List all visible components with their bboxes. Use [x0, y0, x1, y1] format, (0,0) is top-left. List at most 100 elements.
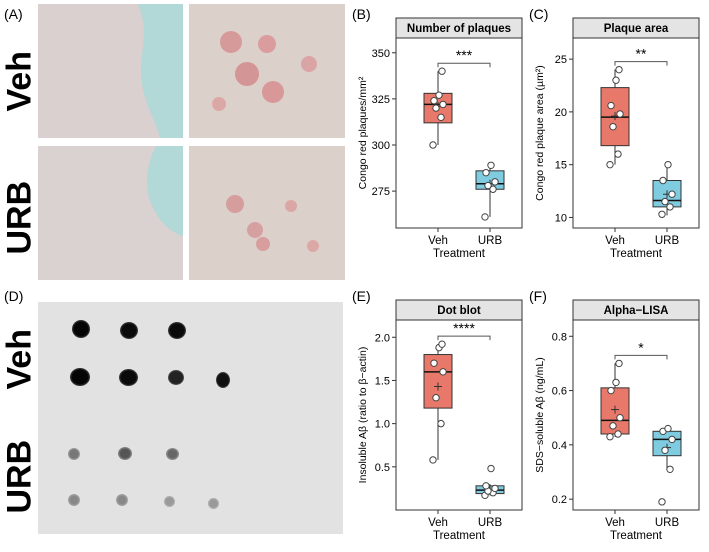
- x-axis-title: Treatment: [433, 530, 486, 542]
- data-point: [658, 498, 666, 506]
- x-tick-label: URB: [478, 517, 503, 529]
- x-tick-label: Veh: [428, 235, 448, 247]
- blot-dot: [166, 448, 179, 460]
- significance-bracket: [437, 335, 491, 341]
- blot-dot: [70, 368, 90, 386]
- y-tick-label: 10: [555, 212, 567, 224]
- data-point: [430, 359, 438, 367]
- y-tick-label: 0.5: [375, 462, 390, 474]
- y-tick-label: 20: [555, 107, 567, 119]
- data-point: [661, 446, 669, 454]
- data-point: [429, 456, 437, 464]
- y-tick-label: 1.0: [375, 419, 390, 431]
- data-point: [615, 65, 623, 74]
- data-point: [482, 168, 490, 177]
- x-axis-title: Treatment: [433, 248, 486, 260]
- data-point: [612, 76, 620, 84]
- y-tick-label: 0.6: [552, 386, 567, 398]
- y-tick-label: 15: [555, 160, 567, 172]
- significance-stars: **: [636, 46, 647, 62]
- data-point: [487, 161, 495, 169]
- data-point: [437, 419, 445, 428]
- y-axis-title: Insoluble Aβ (ratio to β−actin): [357, 347, 369, 484]
- data-point: [661, 197, 669, 206]
- data-point: [666, 203, 674, 211]
- data-point: [664, 424, 672, 433]
- y-tick-label: 325: [372, 94, 390, 106]
- data-point: [609, 422, 617, 430]
- data-point: [491, 178, 499, 186]
- plot-frame: [395, 37, 523, 229]
- y-tick-label: 2.0: [375, 332, 390, 344]
- data-point: [606, 160, 614, 169]
- micro-urb-label: URB: [0, 180, 39, 255]
- x-tick-label: Veh: [428, 517, 448, 529]
- data-point: [489, 185, 497, 193]
- blot-dot: [168, 370, 184, 385]
- data-point: [614, 430, 622, 438]
- blot-dot: [72, 320, 90, 338]
- data-point: [616, 414, 624, 422]
- data-point: [668, 190, 676, 198]
- chart-title: Dot blot: [437, 305, 481, 317]
- panel-label-d: (D): [4, 288, 24, 304]
- data-point: [615, 359, 623, 368]
- significance-bracket: [437, 62, 491, 68]
- data-point: [438, 67, 446, 75]
- data-point: [435, 91, 443, 99]
- blot-dot: [216, 372, 230, 388]
- data-point: [616, 110, 624, 118]
- chart-number-of-plaques: Number of plaques 275 300 325 350 Veh URBTreat…: [357, 17, 523, 260]
- micrograph-veh-high: [189, 4, 345, 138]
- data-point: [430, 97, 438, 105]
- data-point: [487, 464, 495, 473]
- significance-bracket: [614, 61, 668, 66]
- y-tick-label: 350: [372, 48, 390, 60]
- significance-stars: ***: [456, 47, 473, 63]
- y-tick-label: 0.8: [552, 331, 567, 343]
- blot-dot: [68, 448, 80, 460]
- data-point: [429, 141, 437, 149]
- data-point: [491, 484, 499, 493]
- x-axis-title: Treatment: [610, 248, 663, 260]
- data-point: [439, 100, 447, 109]
- data-point: [481, 213, 489, 221]
- blot-dot: [119, 369, 138, 386]
- y-tick-label: 1.5: [375, 375, 390, 387]
- panel-label-b: (B): [352, 6, 371, 22]
- x-tick-label: Veh: [605, 517, 625, 529]
- data-point: [614, 150, 622, 158]
- chart-title: Alpha−LISA: [604, 305, 669, 317]
- x-tick-label: URB: [655, 235, 680, 247]
- y-axis-title: Congo red plaque area (µm²): [534, 65, 546, 201]
- chart-title: Number of plaques: [407, 23, 511, 35]
- data-point: [658, 210, 666, 218]
- data-point: [432, 104, 440, 112]
- blot-dot: [118, 447, 132, 460]
- data-point: [607, 101, 615, 110]
- y-tick-label: 0.4: [552, 440, 567, 452]
- micrograph-veh-low: [38, 4, 183, 138]
- data-point: [482, 482, 490, 490]
- significance-stars: *: [638, 339, 644, 355]
- blot-dot: [116, 494, 128, 506]
- data-point: [659, 176, 667, 185]
- significance-bracket: [614, 354, 668, 360]
- data-point: [609, 122, 617, 131]
- data-point: [437, 113, 445, 122]
- blot-urb-label: URB: [0, 439, 39, 514]
- data-point: [439, 368, 447, 376]
- dot-blot-membrane: [38, 302, 343, 534]
- y-axis-title: SDS−soluble Aβ (ng/mL): [534, 357, 546, 472]
- panel-label-e: (E): [352, 288, 371, 304]
- panel-label-a: (A): [4, 6, 23, 22]
- micrograph-urb-low: [38, 146, 183, 280]
- y-tick-label: 300: [372, 140, 390, 152]
- blot-dot: [168, 322, 186, 339]
- y-tick-label: 25: [555, 54, 567, 66]
- data-point: [606, 433, 614, 441]
- data-point: [438, 340, 446, 348]
